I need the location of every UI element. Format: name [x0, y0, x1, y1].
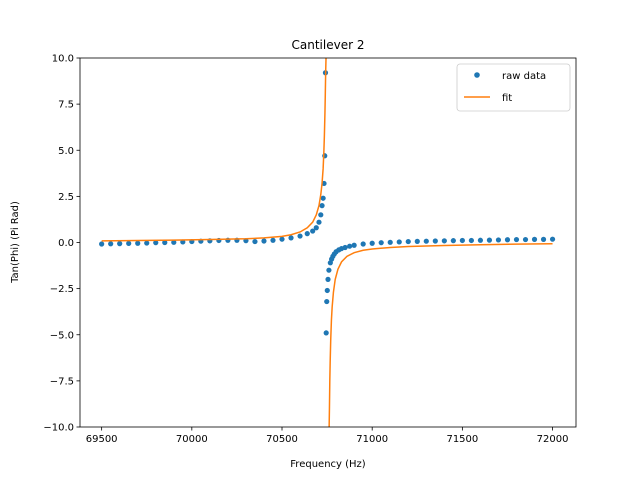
chart-title: Cantilever 2: [292, 38, 365, 52]
raw-data-point: [477, 237, 484, 243]
raw-data-point: [99, 241, 105, 247]
raw-data-point: [396, 239, 402, 245]
raw-data-point: [270, 237, 276, 243]
raw-data-point: [432, 238, 438, 244]
y-axis-label: Tan(Phi) (Pi Rad): [10, 201, 21, 284]
raw-data-point: [369, 240, 375, 246]
y-tick-label: 10.0: [52, 54, 74, 65]
raw-data-point: [540, 236, 547, 242]
raw-data-point: [378, 240, 384, 246]
raw-data-point: [162, 239, 168, 246]
raw-data-point: [423, 238, 429, 244]
raw-data-point: [531, 236, 538, 242]
raw-data-point: [486, 237, 493, 243]
ticks-layer: 69500 70000 70500 71000 71500 72000 −10.0 −7.5 −…: [43, 54, 568, 446]
x-tick-label: 70000: [176, 434, 208, 445]
y-tick-label: 5.0: [58, 146, 74, 157]
raw-data-point: [347, 243, 353, 249]
raw-data-point: [261, 238, 267, 244]
raw-data-point: [323, 330, 329, 336]
raw-data-point: [279, 236, 285, 242]
raw-data-point: [360, 241, 366, 247]
x-tick-label: 71000: [356, 434, 388, 445]
raw-data-point: [459, 237, 465, 244]
x-tick-label: 69500: [86, 434, 118, 445]
raw-data-point: [405, 238, 411, 245]
x-tick-label: 71500: [446, 434, 478, 445]
raw-data-point: [325, 276, 331, 282]
plot-frame: [79, 57, 577, 428]
raw-data-point: [441, 238, 447, 244]
y-tick-label: 0.0: [58, 238, 74, 249]
raw-data-point: [324, 287, 330, 294]
raw-data-point: [320, 195, 326, 201]
x-axis-label: Frequency (Hz): [290, 459, 366, 470]
raw-data-point: [135, 240, 141, 246]
raw-data-point: [108, 241, 114, 247]
raw-data-point: [304, 231, 310, 237]
raw-data-point: [342, 244, 348, 251]
y-tick-label: 7.5: [58, 100, 74, 111]
raw-data-point: [495, 237, 502, 243]
raw-data-series: [99, 70, 556, 336]
raw-data-point: [310, 228, 316, 234]
raw-data-point: [387, 239, 393, 245]
y-tick-label: 2.5: [58, 192, 74, 203]
raw-data-point: [313, 225, 319, 231]
raw-data-point: [450, 238, 456, 244]
y-tick-label: −7.5: [50, 376, 74, 387]
fit-line-branch-1: [101, 58, 327, 242]
raw-data-point: [414, 238, 420, 244]
raw-data-point: [144, 240, 150, 246]
raw-data-point: [351, 242, 357, 248]
raw-data-point: [549, 236, 556, 242]
raw-data-point: [324, 298, 330, 305]
raw-data-point: [468, 237, 474, 244]
raw-data-point: [513, 236, 520, 243]
raw-data-point: [171, 239, 177, 245]
y-tick-label: −5.0: [50, 330, 74, 341]
x-tick-label: 70500: [266, 434, 298, 445]
legend-raw-data-marker: [474, 72, 480, 78]
y-tick-label: −2.5: [50, 284, 74, 295]
raw-data-point: [297, 233, 303, 239]
raw-data-point: [153, 240, 159, 246]
raw-data-point: [326, 267, 332, 273]
raw-data-point: [319, 203, 325, 209]
raw-data-point: [316, 219, 322, 225]
y-tick-label: −10.0: [43, 423, 74, 434]
raw-data-point: [288, 235, 294, 241]
legend: raw data fit: [456, 63, 571, 112]
raw-data-point: [117, 241, 123, 247]
legend-fit-label: fit: [502, 93, 512, 104]
series-layer: [99, 58, 556, 427]
raw-data-point: [318, 212, 324, 218]
raw-data-point: [126, 240, 132, 247]
raw-data-point: [522, 236, 529, 243]
x-tick-label: 72000: [537, 434, 569, 445]
raw-data-point: [504, 237, 511, 243]
raw-data-point: [252, 238, 258, 245]
legend-box: [456, 63, 571, 112]
fit-line-branch-2: [328, 243, 553, 427]
legend-raw-data-label: raw data: [502, 71, 546, 82]
